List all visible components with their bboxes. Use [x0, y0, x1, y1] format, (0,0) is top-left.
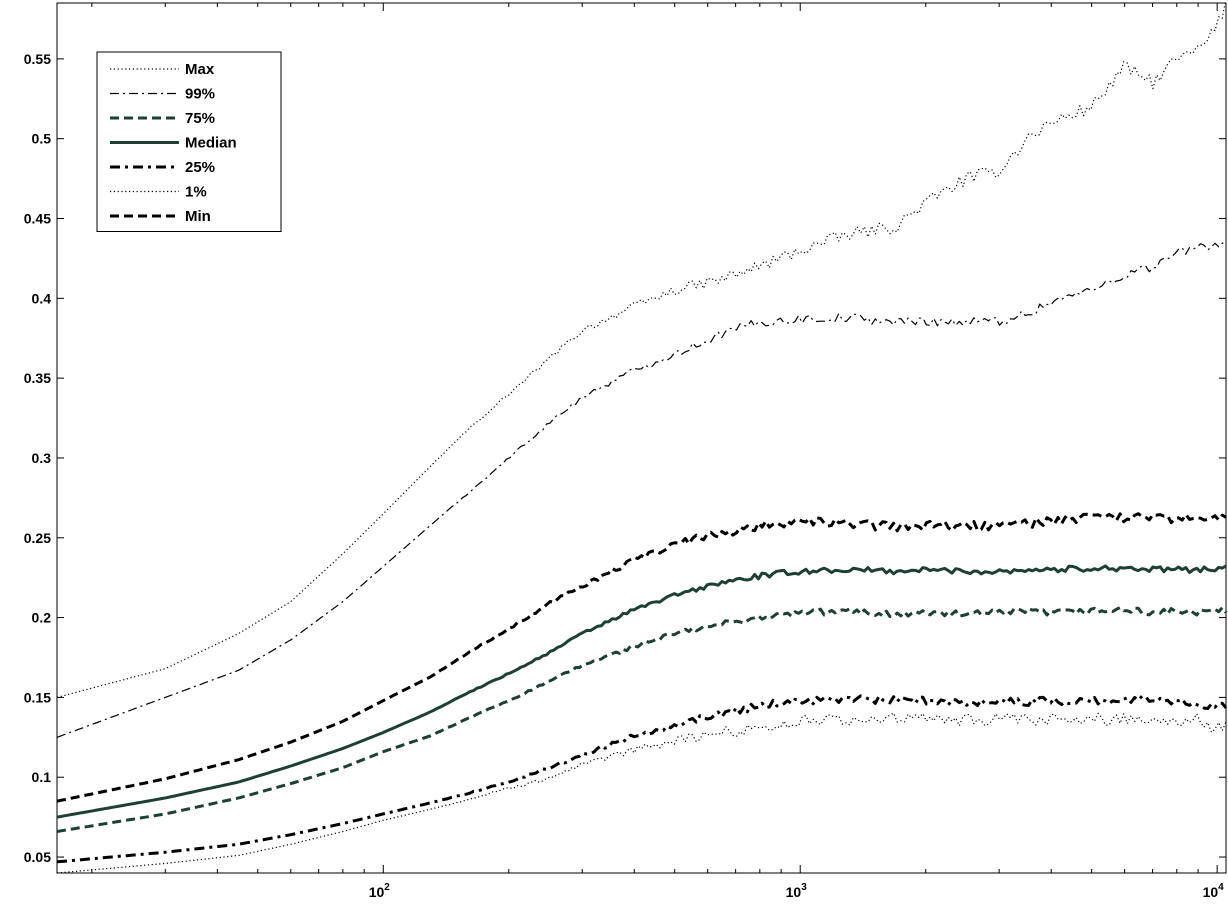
x-tick-label: 104 [1203, 882, 1225, 900]
legend-label: 1% [185, 184, 207, 201]
y-tick-label: 0.15 [24, 689, 51, 705]
legend-label: 25% [185, 159, 215, 176]
series-line-min [56, 512, 1227, 803]
x-tick-label: 102 [369, 882, 391, 900]
ticks-layer: 0.05 0.1 0.15 0.2 0.25 0.3 0.35 0.4 0.45 0.5 0.55 1… [24, 3, 1226, 900]
y-tick-label: 0.25 [24, 530, 51, 546]
series-line-75pct [56, 606, 1228, 833]
legend-label: Median [185, 135, 237, 152]
y-tick-label: 0.4 [32, 290, 52, 306]
y-tick-label: 0.5 [32, 131, 52, 147]
legend-label: Min [185, 208, 211, 225]
plot-area: 0.05 0.1 0.15 0.2 0.25 0.3 0.35 0.4 0.45 0.5 0.55 1… [24, 0, 1228, 900]
x-tick-label: 103 [786, 882, 808, 900]
y-tick-label: 0.45 [24, 211, 51, 227]
y-tick-label: 0.3 [32, 450, 52, 466]
legend: Max 99% 75% Median 25% 1% Min [96, 51, 282, 232]
legend-label: Max [185, 61, 215, 78]
legend-label: 75% [185, 110, 215, 127]
y-tick-label: 0.1 [32, 769, 52, 785]
series-line-99pct [56, 242, 1227, 738]
y-tick-label: 0.05 [24, 849, 51, 865]
y-tick-label: 0.35 [24, 370, 51, 386]
series-line-median [56, 564, 1227, 819]
legend-label: 99% [185, 86, 215, 103]
y-tick-label: 0.2 [32, 610, 52, 626]
y-tick-label: 0.55 [24, 51, 51, 67]
series-layer [56, 0, 1228, 874]
